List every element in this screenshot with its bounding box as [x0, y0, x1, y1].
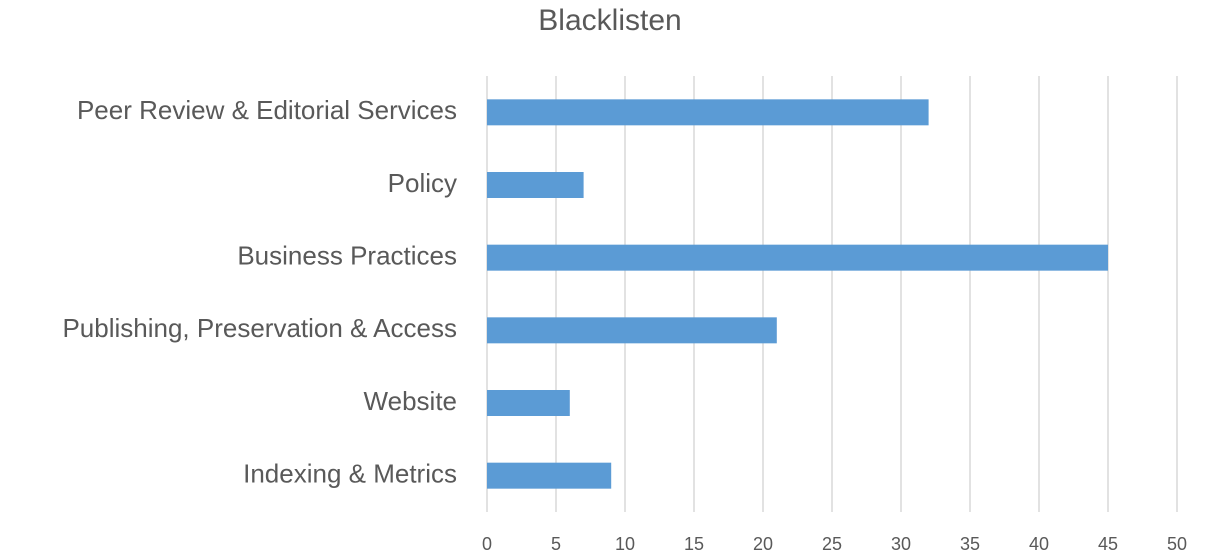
bar: [487, 172, 584, 198]
chart-title: Blacklisten: [538, 4, 681, 37]
bar: [487, 462, 612, 489]
bar: [487, 244, 1108, 271]
x-tick-label: 20: [753, 534, 773, 554]
x-tick-label: 15: [684, 534, 704, 554]
y-tick-label: Website: [364, 386, 457, 416]
bar: [487, 99, 929, 126]
bar: [487, 317, 777, 344]
bar: [487, 390, 570, 416]
x-tick-label: 25: [822, 534, 842, 554]
x-tick-label: 45: [1098, 534, 1118, 554]
x-tick-label: 5: [551, 534, 561, 554]
y-tick-label: Indexing & Metrics: [243, 459, 457, 489]
y-tick-label: Policy: [388, 168, 457, 198]
x-tick-label: 0: [482, 534, 492, 554]
y-tick-label: Peer Review & Editorial Services: [77, 95, 457, 125]
y-tick-label: Publishing, Preservation & Access: [62, 313, 457, 343]
x-tick-label: 10: [615, 534, 635, 554]
x-tick-label: 30: [891, 534, 911, 554]
y-tick-label: Business Practices: [237, 241, 457, 271]
x-tick-label: 40: [1029, 534, 1049, 554]
x-tick-label: 35: [960, 534, 980, 554]
x-tick-label: 50: [1167, 534, 1187, 554]
